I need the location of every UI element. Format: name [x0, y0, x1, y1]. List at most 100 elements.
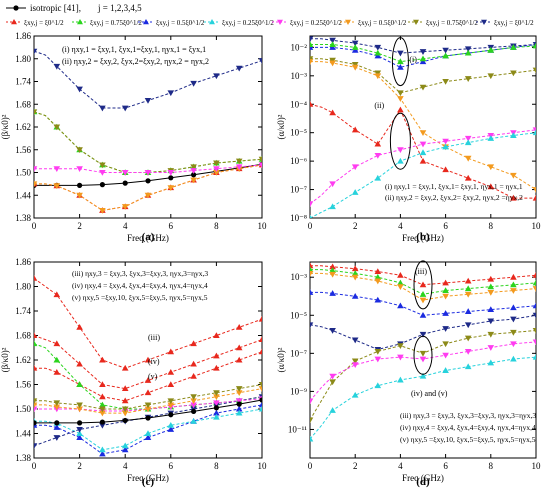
data-point: [99, 401, 106, 408]
callout-label: (i): [409, 55, 417, 64]
x-tick-label: 0: [32, 221, 37, 231]
data-point: [167, 381, 175, 387]
data-point: [419, 297, 427, 304]
data-point: [442, 166, 449, 173]
data-point: [419, 356, 427, 363]
data-point: [442, 52, 449, 59]
data-point: [487, 289, 495, 296]
y-tick-label: 10⁻⁶: [290, 156, 307, 166]
data-point: [532, 187, 536, 193]
data-point: [213, 394, 220, 401]
data-point: [510, 194, 517, 201]
data-point: [397, 354, 404, 361]
data-point: [235, 398, 243, 405]
callout-ellipse: [389, 112, 411, 170]
data-point: [397, 343, 404, 350]
data-point: [329, 37, 336, 44]
data-point: [397, 284, 404, 291]
data-point: [235, 158, 243, 165]
data-point: [122, 180, 128, 186]
y-tick-label: 1.50: [15, 168, 31, 178]
data-point: [167, 422, 175, 428]
data-point: [374, 273, 382, 280]
data-point: [419, 350, 427, 357]
data-point: [213, 332, 220, 338]
data-point: [235, 164, 243, 171]
data-point: [258, 162, 262, 169]
data-point: [310, 100, 314, 107]
data-point: [213, 400, 220, 407]
data-point: [213, 170, 220, 176]
data-point: [76, 381, 83, 387]
data-point: [258, 382, 262, 388]
data-point: [481, 19, 487, 25]
y-tick-label: 1.86: [15, 257, 31, 267]
x-tick-label: 0: [308, 221, 313, 231]
data-point: [121, 410, 129, 417]
data-point: [99, 422, 106, 429]
data-point: [144, 402, 152, 409]
data-point: [397, 147, 404, 154]
data-point: [53, 124, 61, 131]
data-point: [397, 376, 404, 383]
data-point: [34, 181, 38, 188]
data-point: [34, 48, 38, 55]
data-point: [329, 41, 336, 48]
data-point: [11, 19, 17, 25]
annotation: (iii) ηxy,3 = ξxy,3, ξyx,3=ξxy,3, ηyx,3=…: [400, 411, 536, 420]
data-point: [442, 326, 449, 332]
data-point: [259, 397, 262, 403]
series-line: [310, 44, 536, 63]
data-point: [419, 372, 427, 379]
y-tick-label: 1.80: [15, 282, 31, 292]
data-point: [310, 322, 314, 329]
series-line: [310, 356, 536, 440]
data-point: [442, 341, 449, 348]
series-line: [34, 335, 262, 390]
y-tick-label: 10⁻⁸: [290, 213, 307, 223]
data-point: [464, 155, 472, 162]
x-tick-label: 8: [489, 461, 494, 471]
data-point: [442, 47, 449, 54]
data-point: [34, 402, 38, 409]
legend-entry: ξxy,j = 0.25ξ0^1/2: [290, 19, 342, 27]
series-line: [310, 291, 536, 316]
data-point: [510, 281, 517, 288]
y-tick-label: 1.62: [15, 122, 31, 132]
data-point: [144, 406, 152, 413]
data-point: [53, 356, 61, 363]
plot-frame: [309, 261, 537, 459]
data-point: [374, 268, 382, 274]
annotation: (v) ηxy,5 =ξxy,10, ξyx,5=ξxy,5, ηyx,5=ηy…: [72, 293, 208, 302]
x-tick-label: 2: [77, 221, 82, 231]
data-point: [168, 175, 174, 181]
data-point: [442, 352, 449, 359]
panel-caption: (a): [142, 231, 155, 243]
data-point: [99, 393, 106, 400]
data-point: [13, 5, 19, 11]
data-point: [351, 391, 359, 398]
callout-label: (v): [148, 372, 158, 381]
data-point: [419, 130, 427, 136]
y-axis-label: (β/κ0)²: [0, 347, 10, 372]
x-tick-label: 8: [214, 221, 219, 231]
data-point: [464, 174, 472, 181]
data-point: [34, 275, 38, 281]
data-point: [397, 63, 404, 70]
x-tick-label: 6: [169, 221, 174, 231]
data-point: [121, 204, 129, 210]
data-point: [167, 426, 175, 432]
data-point: [464, 285, 472, 292]
data-point: [442, 293, 449, 300]
x-tick-label: 4: [123, 461, 128, 471]
data-point: [442, 367, 449, 373]
data-point: [99, 356, 106, 363]
x-tick-label: 0: [308, 461, 313, 471]
series-line: [310, 103, 536, 199]
y-tick-label: 1.68: [15, 99, 31, 109]
data-point: [76, 360, 83, 367]
annotation: (iv) ηxy,4 = ξxy,4, ξyx,4=ξxy,4, ηyx,4=η…: [400, 423, 536, 432]
data-point: [419, 84, 427, 91]
y-tick-label: 10⁻⁹: [290, 386, 307, 396]
data-point: [419, 291, 427, 297]
